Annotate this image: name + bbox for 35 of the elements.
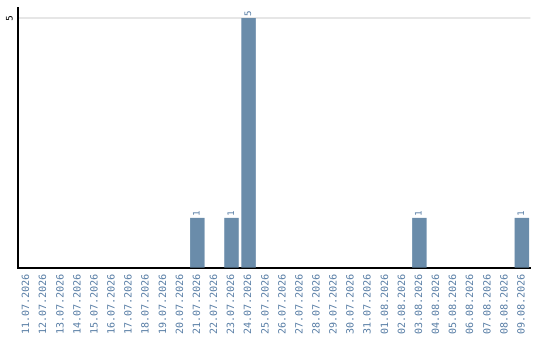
x-tick-label: 25.07.2026 <box>260 274 272 334</box>
x-tick-label: 15.07.2026 <box>89 274 100 334</box>
x-tick-label: 02.08.2026 <box>396 274 408 334</box>
x-tick-label: 05.08.2026 <box>448 274 460 334</box>
x-tick-label: 12.07.2026 <box>38 274 50 334</box>
x-tick-label: 18.07.2026 <box>140 274 152 334</box>
data-label: 1 <box>226 210 237 216</box>
x-tick-label: 14.07.2026 <box>72 274 84 334</box>
x-tick-label: 06.08.2026 <box>465 274 476 334</box>
data-label: 1 <box>192 210 203 216</box>
x-tick-label: 28.07.2026 <box>312 274 322 334</box>
data-label: 1 <box>517 210 528 216</box>
x-tick-label: 09.08.2026 <box>516 274 528 334</box>
x-tick-label: 30.07.2026 <box>346 274 357 334</box>
x-tick-label: 17.07.2026 <box>124 274 135 334</box>
x-tick-label: 20.07.2026 <box>174 274 186 334</box>
x-tick-label: 31.07.2026 <box>362 274 374 334</box>
x-tick-label: 22.07.2026 <box>209 274 220 334</box>
data-label: 5 <box>244 10 254 16</box>
x-tick-label: 03.08.2026 <box>414 274 425 334</box>
x-tick-label: 08.08.2026 <box>499 274 510 334</box>
x-tick-label: 01.08.2026 <box>380 274 391 334</box>
x-tick-label: 07.08.2026 <box>482 274 494 334</box>
x-tick-label: 11.07.2026 <box>21 274 32 334</box>
x-tick-label: 21.07.2026 <box>192 274 203 334</box>
x-tick-label: 26.07.2026 <box>277 274 288 334</box>
x-tick-label: 29.07.2026 <box>328 274 340 334</box>
x-tick-label: 16.07.2026 <box>106 274 118 334</box>
x-tick-label: 24.07.2026 <box>243 274 254 334</box>
x-tick-label: 04.08.2026 <box>431 274 442 334</box>
x-tick-label: 23.07.2026 <box>226 274 238 334</box>
x-tick-label: 13.07.2026 <box>55 274 66 334</box>
x-tick-label: 19.07.2026 <box>158 274 169 334</box>
x-tick-label: 27.07.2026 <box>294 274 306 334</box>
data-label: 1 <box>414 210 425 216</box>
